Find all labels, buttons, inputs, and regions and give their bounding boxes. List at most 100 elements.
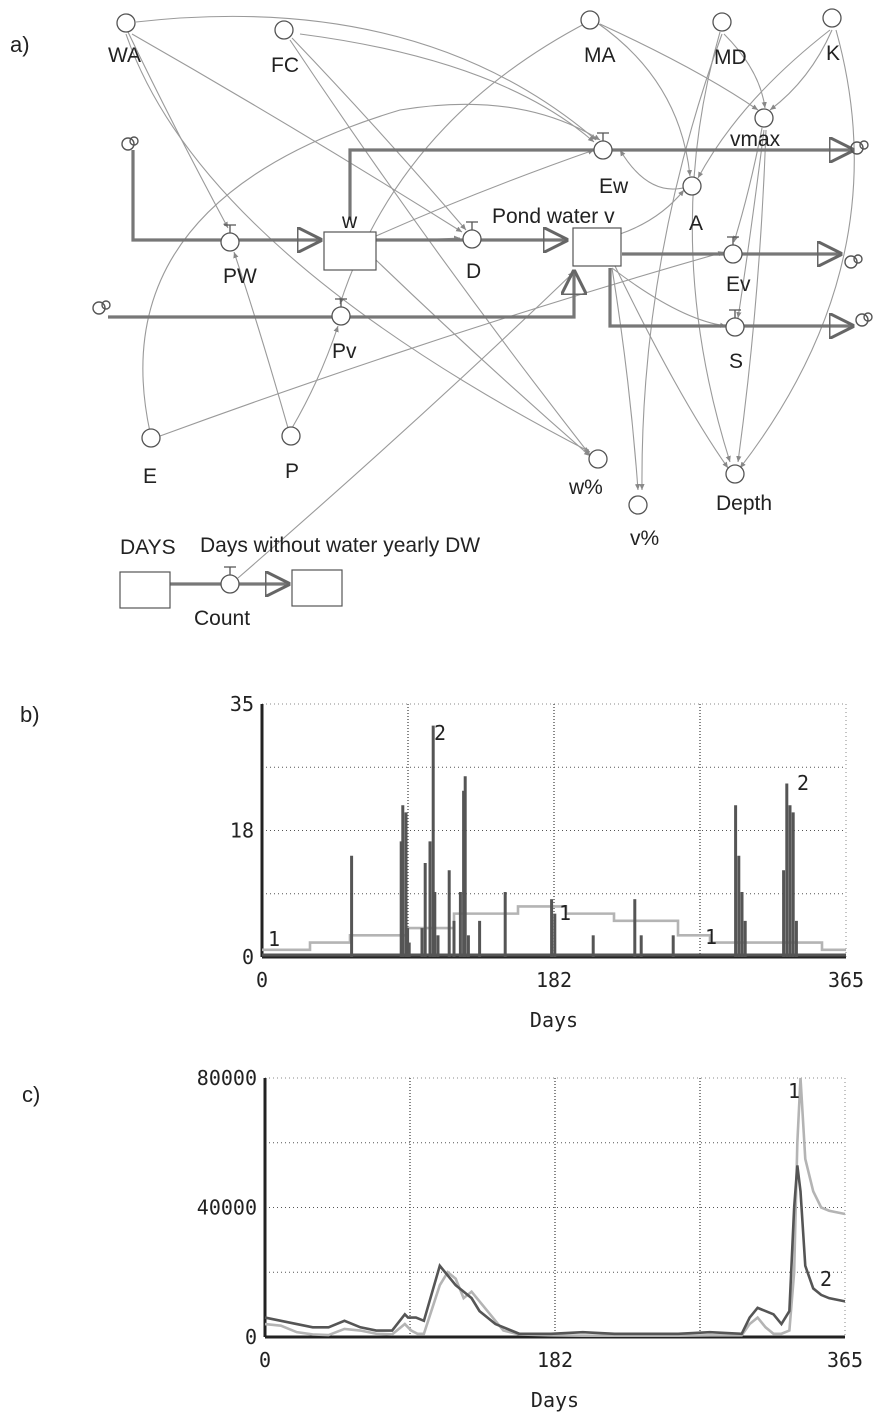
- converter-vmax: [754, 108, 774, 128]
- label-pv: Pv: [332, 340, 357, 363]
- chart-c: 0 182 365 0 40000 80000 Days 1 2: [197, 1066, 863, 1412]
- y-tick-label: 40000: [197, 1196, 257, 1220]
- link-pond-depth: [614, 265, 729, 469]
- link-p-pv: [291, 325, 339, 429]
- label-dw: Days without water yearly DW: [200, 534, 480, 557]
- y-tick-label: 35: [230, 692, 254, 716]
- link-a-ew: [619, 149, 691, 190]
- valve-pw: [220, 224, 240, 252]
- valve-count: [220, 566, 240, 594]
- x-axis-label: Days: [531, 1388, 579, 1412]
- y-tick-label: 0: [242, 945, 254, 969]
- link-fc-d: [291, 37, 467, 231]
- pipe-ew: [348, 150, 852, 220]
- link-wa-ew: [135, 15, 597, 141]
- link-md-depth: [691, 31, 731, 463]
- label-p: P: [285, 460, 299, 483]
- stock-pond: [572, 227, 622, 267]
- valve-d: [462, 221, 482, 249]
- panel-b-label: b): [20, 702, 40, 727]
- label-pw: PW: [223, 265, 257, 288]
- link-pond-a: [619, 189, 685, 235]
- x-axis-label: Days: [530, 1008, 578, 1032]
- link-p-pw: [233, 251, 289, 429]
- stocks: [119, 227, 622, 609]
- series-1-marker: 1: [559, 901, 571, 925]
- cloud-icon: [844, 254, 863, 269]
- converter-a: [682, 176, 702, 196]
- converter-w-pct: [588, 449, 608, 469]
- link-ma-a: [595, 21, 693, 177]
- label-ev: Ev: [726, 273, 751, 296]
- influence-links: [125, 15, 855, 579]
- link-vmax-s: [736, 129, 765, 319]
- label-v-pct: v%: [630, 527, 659, 550]
- link-wa-pw: [127, 31, 229, 229]
- pipe-pv: [108, 272, 574, 319]
- x-tick-label: 182: [536, 968, 572, 992]
- label-d: D: [466, 260, 481, 283]
- link-pond-s: [611, 267, 727, 328]
- label-days: DAYS: [120, 536, 176, 559]
- link-k-vmax: [769, 29, 833, 111]
- series-2-marker: 2: [820, 1267, 832, 1291]
- link-fc-ew: [299, 33, 595, 143]
- valve-pv: [331, 298, 351, 326]
- series-1-marker: 1: [788, 1079, 800, 1103]
- x-tick-label: 365: [827, 1348, 863, 1372]
- link-count-pond: [237, 271, 575, 579]
- panel-c-label: c): [22, 1082, 40, 1107]
- stock-flow-diagram: a): [10, 8, 873, 630]
- series-1-marker: 1: [268, 927, 280, 951]
- cloud-icon: [92, 300, 111, 315]
- label-k: K: [826, 42, 840, 65]
- label-fc: FC: [271, 54, 299, 77]
- link-fc-w: [289, 39, 591, 456]
- link-wa-d: [131, 33, 463, 233]
- panel-a-label: a): [10, 32, 30, 57]
- link-vmax-depth: [736, 129, 767, 463]
- link-e-pw: [142, 103, 601, 433]
- converter-p: [281, 426, 301, 446]
- converter-ma: [580, 10, 600, 30]
- label-md: MD: [714, 46, 747, 69]
- stock-days: [119, 571, 171, 609]
- label-depth: Depth: [716, 492, 772, 515]
- diagram-labels: WA FC MA MD K vmax Ew A Pond water v w P…: [108, 42, 840, 630]
- label-w: w: [341, 210, 358, 233]
- flow-valves: [220, 132, 745, 594]
- label-s: S: [729, 350, 743, 373]
- cloud-icon: [855, 312, 873, 327]
- label-count: Count: [194, 607, 250, 630]
- series-2-marker: 2: [797, 771, 809, 795]
- cloud-icon: [121, 136, 139, 151]
- link-wa-w: [125, 33, 591, 453]
- label-pond: Pond water v: [492, 205, 615, 228]
- x-tick-label: 0: [256, 968, 268, 992]
- link-e-ev: [159, 251, 725, 437]
- label-wa: WA: [108, 44, 141, 67]
- label-ew: Ew: [599, 175, 629, 198]
- valve-ev: [723, 236, 743, 264]
- valve-ew: [593, 132, 613, 160]
- link-k-depth: [739, 29, 855, 469]
- converter-wa: [116, 13, 136, 33]
- stock-w: [323, 231, 377, 271]
- series-line: [262, 905, 846, 952]
- converter-k: [822, 8, 842, 28]
- label-a: A: [689, 212, 703, 235]
- clouds: [92, 136, 873, 327]
- valve-s: [725, 309, 745, 337]
- y-tick-label: 18: [230, 819, 254, 843]
- pipe-s: [608, 268, 852, 326]
- y-tick-label: 80000: [197, 1066, 257, 1090]
- converter-fc: [274, 20, 294, 40]
- x-tick-label: 0: [259, 1348, 271, 1372]
- x-tick-label: 182: [537, 1348, 573, 1372]
- cloud-icon: [850, 140, 869, 155]
- label-e: E: [143, 465, 157, 488]
- link-ma-vmax: [599, 23, 759, 111]
- converter-v-pct: [628, 495, 648, 515]
- link-pond-v: [611, 267, 641, 491]
